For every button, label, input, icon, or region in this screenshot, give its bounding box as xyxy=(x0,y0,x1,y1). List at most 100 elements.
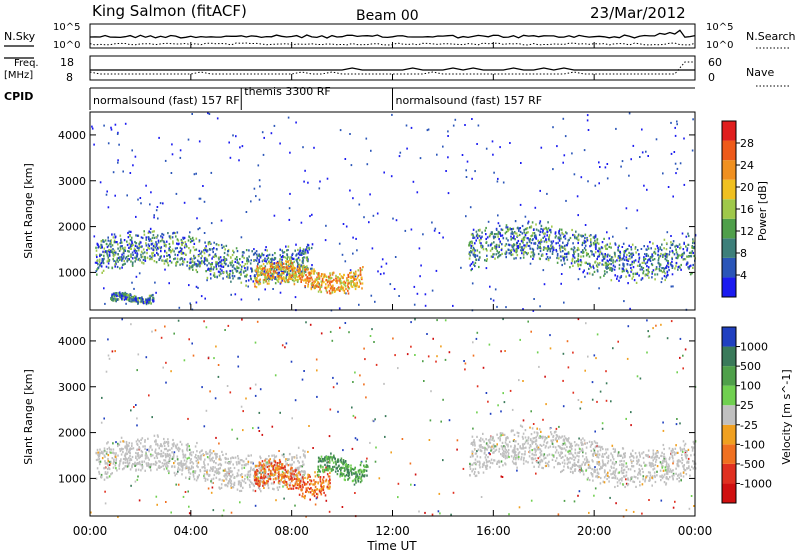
data-cell xyxy=(669,262,672,265)
data-cell xyxy=(565,199,567,202)
data-cell xyxy=(414,318,416,321)
data-cell xyxy=(533,253,536,256)
data-cell xyxy=(256,464,259,467)
data-cell xyxy=(221,479,224,482)
data-cell xyxy=(138,272,141,275)
data-cell xyxy=(573,500,576,503)
data-cell xyxy=(250,468,252,471)
data-cell xyxy=(238,262,240,265)
data-cell xyxy=(212,509,215,512)
data-cell xyxy=(327,279,329,282)
data-cell xyxy=(287,469,289,472)
data-cell xyxy=(331,339,334,342)
data-cell xyxy=(104,471,107,474)
data-cell xyxy=(327,284,330,287)
data-cell xyxy=(156,468,158,471)
data-cell xyxy=(588,511,590,514)
data-cell xyxy=(287,488,290,490)
data-cell xyxy=(252,427,254,430)
data-cell xyxy=(135,455,137,458)
data-cell xyxy=(205,257,208,260)
data-cell xyxy=(267,476,269,479)
data-cell xyxy=(350,164,353,167)
data-cell xyxy=(212,466,214,469)
data-cell xyxy=(227,254,230,257)
data-cell xyxy=(213,272,216,275)
data-cell xyxy=(419,157,422,160)
data-cell xyxy=(493,241,495,244)
data-cell xyxy=(230,293,232,296)
data-cell xyxy=(545,241,548,244)
data-cell xyxy=(111,293,113,296)
data-cell xyxy=(99,463,101,466)
data-cell xyxy=(304,270,307,273)
data-cell xyxy=(288,478,291,481)
data-cell xyxy=(238,481,240,484)
data-cell xyxy=(289,258,291,261)
data-cell xyxy=(178,306,181,309)
data-cell xyxy=(90,511,92,514)
data-cell xyxy=(303,481,306,484)
data-cell xyxy=(290,478,292,481)
data-cell xyxy=(106,245,109,249)
data-cell xyxy=(308,277,310,280)
data-cell xyxy=(321,485,323,489)
data-cell xyxy=(267,480,269,483)
data-cell xyxy=(665,253,668,256)
data-cell xyxy=(140,256,143,259)
data-cell xyxy=(159,444,161,448)
data-cell xyxy=(262,272,264,275)
data-cell xyxy=(216,453,218,456)
data-cell xyxy=(518,379,520,382)
data-cell xyxy=(581,243,584,247)
data-cell xyxy=(505,243,508,246)
data-cell xyxy=(269,258,272,261)
data-cell xyxy=(151,416,153,419)
data-cell xyxy=(523,247,526,250)
data-cell xyxy=(297,252,300,255)
data-cell xyxy=(476,254,479,257)
data-cell xyxy=(320,290,322,294)
data-cell xyxy=(471,177,473,180)
data-cell xyxy=(472,246,475,250)
data-cell xyxy=(117,293,119,297)
data-cell xyxy=(284,473,286,476)
data-cell xyxy=(204,469,207,472)
data-cell xyxy=(161,462,164,465)
data-cell xyxy=(270,263,272,266)
data-cell xyxy=(193,248,196,252)
data-cell xyxy=(352,414,355,417)
data-cell xyxy=(121,318,123,321)
data-cell xyxy=(250,277,252,280)
data-cell xyxy=(584,236,586,239)
data-cell xyxy=(130,255,132,258)
data-cell xyxy=(505,230,508,233)
data-cell xyxy=(673,253,676,256)
data-cell xyxy=(369,441,371,444)
data-cell xyxy=(304,269,307,272)
data-cell xyxy=(610,400,612,403)
data-cell xyxy=(254,394,257,397)
data-cell xyxy=(358,279,361,282)
data-cell xyxy=(539,220,542,223)
data-cell xyxy=(491,140,494,143)
data-cell xyxy=(184,456,187,459)
data-cell xyxy=(257,281,259,284)
data-cell xyxy=(567,366,570,369)
data-cell xyxy=(636,264,639,267)
data-cell xyxy=(302,274,305,277)
data-cell xyxy=(303,252,305,255)
data-cell xyxy=(657,250,660,253)
data-cell xyxy=(210,466,212,469)
data-cell xyxy=(284,478,286,481)
data-cell xyxy=(478,235,481,238)
data-cell xyxy=(302,473,304,477)
data-cell xyxy=(657,259,660,262)
data-cell xyxy=(203,460,205,463)
data-cell xyxy=(522,236,525,239)
data-cell xyxy=(530,251,533,254)
data-cell xyxy=(644,262,647,265)
data-cell xyxy=(316,488,318,491)
data-cell xyxy=(686,249,688,252)
